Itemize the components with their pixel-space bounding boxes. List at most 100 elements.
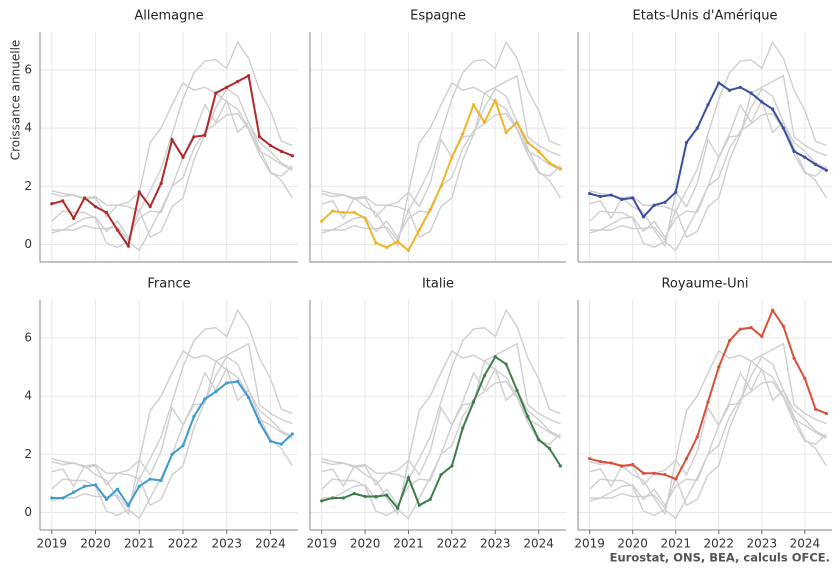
point [558, 167, 562, 171]
point [727, 88, 732, 92]
point [214, 91, 218, 95]
source-note: Eurostat, ONS, BEA, calculs OFCE. [610, 551, 830, 565]
point [770, 107, 775, 111]
other-line [321, 342, 561, 516]
point [406, 248, 411, 252]
point [652, 471, 656, 475]
point [137, 484, 141, 488]
point [588, 191, 592, 196]
other-line [589, 366, 827, 520]
x-tick-label: 2021 [660, 537, 691, 551]
point [588, 457, 592, 461]
point [72, 490, 76, 494]
point [341, 496, 346, 500]
point [225, 381, 229, 385]
point [674, 190, 678, 194]
point [450, 464, 454, 468]
y-tick-label: 4 [24, 121, 32, 135]
point [257, 420, 262, 424]
point [526, 414, 530, 419]
point [181, 443, 185, 448]
point [684, 141, 689, 145]
point [236, 379, 240, 384]
other-line [321, 366, 561, 520]
point [684, 457, 689, 461]
point [537, 149, 541, 153]
point [792, 149, 796, 153]
point [609, 461, 613, 465]
point [170, 452, 174, 456]
point [93, 483, 98, 487]
point [279, 149, 283, 153]
point [396, 506, 400, 510]
point [824, 411, 829, 416]
point [598, 194, 602, 199]
point [631, 196, 635, 200]
point [526, 141, 530, 145]
point [717, 365, 721, 369]
point [93, 205, 98, 209]
x-tick-label: 2022 [168, 537, 199, 551]
x-tick-label: 2023 [480, 537, 511, 551]
point [482, 120, 487, 124]
point [181, 155, 185, 159]
point [792, 356, 796, 360]
panel-title: Italie [422, 277, 454, 292]
y-axis-label: Croissance annuelle [9, 40, 23, 161]
point [330, 209, 335, 213]
point [72, 216, 76, 220]
point [695, 126, 699, 130]
point [268, 143, 273, 148]
point [738, 327, 742, 331]
y-tick-label: 6 [24, 62, 32, 76]
point [159, 181, 163, 185]
point [652, 203, 656, 207]
point [641, 215, 646, 219]
point [717, 81, 721, 85]
highlight-line [51, 74, 293, 249]
panel-title: France [147, 277, 190, 292]
point [471, 400, 476, 404]
x-tick-label: 2022 [704, 537, 735, 551]
point [320, 219, 324, 223]
point [781, 324, 785, 328]
point [609, 193, 613, 197]
point [493, 355, 497, 359]
point [83, 484, 87, 488]
point [50, 496, 54, 500]
point [148, 205, 152, 209]
other-line [51, 81, 293, 219]
point [450, 155, 454, 159]
point [83, 196, 87, 200]
point [115, 487, 119, 491]
point [547, 446, 552, 451]
y-tick-label: 2 [24, 179, 32, 193]
x-tick-label: 2020 [617, 537, 648, 551]
point [471, 103, 476, 107]
point [268, 439, 273, 443]
point [461, 132, 465, 136]
point [225, 85, 229, 89]
point [246, 74, 251, 78]
x-tick-label: 2019 [37, 537, 68, 551]
point [61, 199, 65, 203]
point [126, 503, 130, 507]
other-line [589, 74, 827, 248]
x-tick-label: 2020 [80, 537, 111, 551]
other-line [321, 40, 561, 212]
x-tick-label: 2023 [211, 537, 242, 551]
point [192, 414, 196, 419]
point [515, 388, 519, 392]
point [663, 200, 667, 204]
point [406, 475, 411, 480]
point [515, 120, 519, 124]
point [824, 168, 829, 172]
y-tick-label: 2 [24, 447, 32, 461]
point [352, 492, 356, 496]
x-tick-label: 2023 [747, 537, 778, 551]
point [631, 462, 635, 467]
other-line [321, 349, 561, 487]
point [547, 161, 552, 165]
y-tick-label: 6 [24, 330, 32, 344]
